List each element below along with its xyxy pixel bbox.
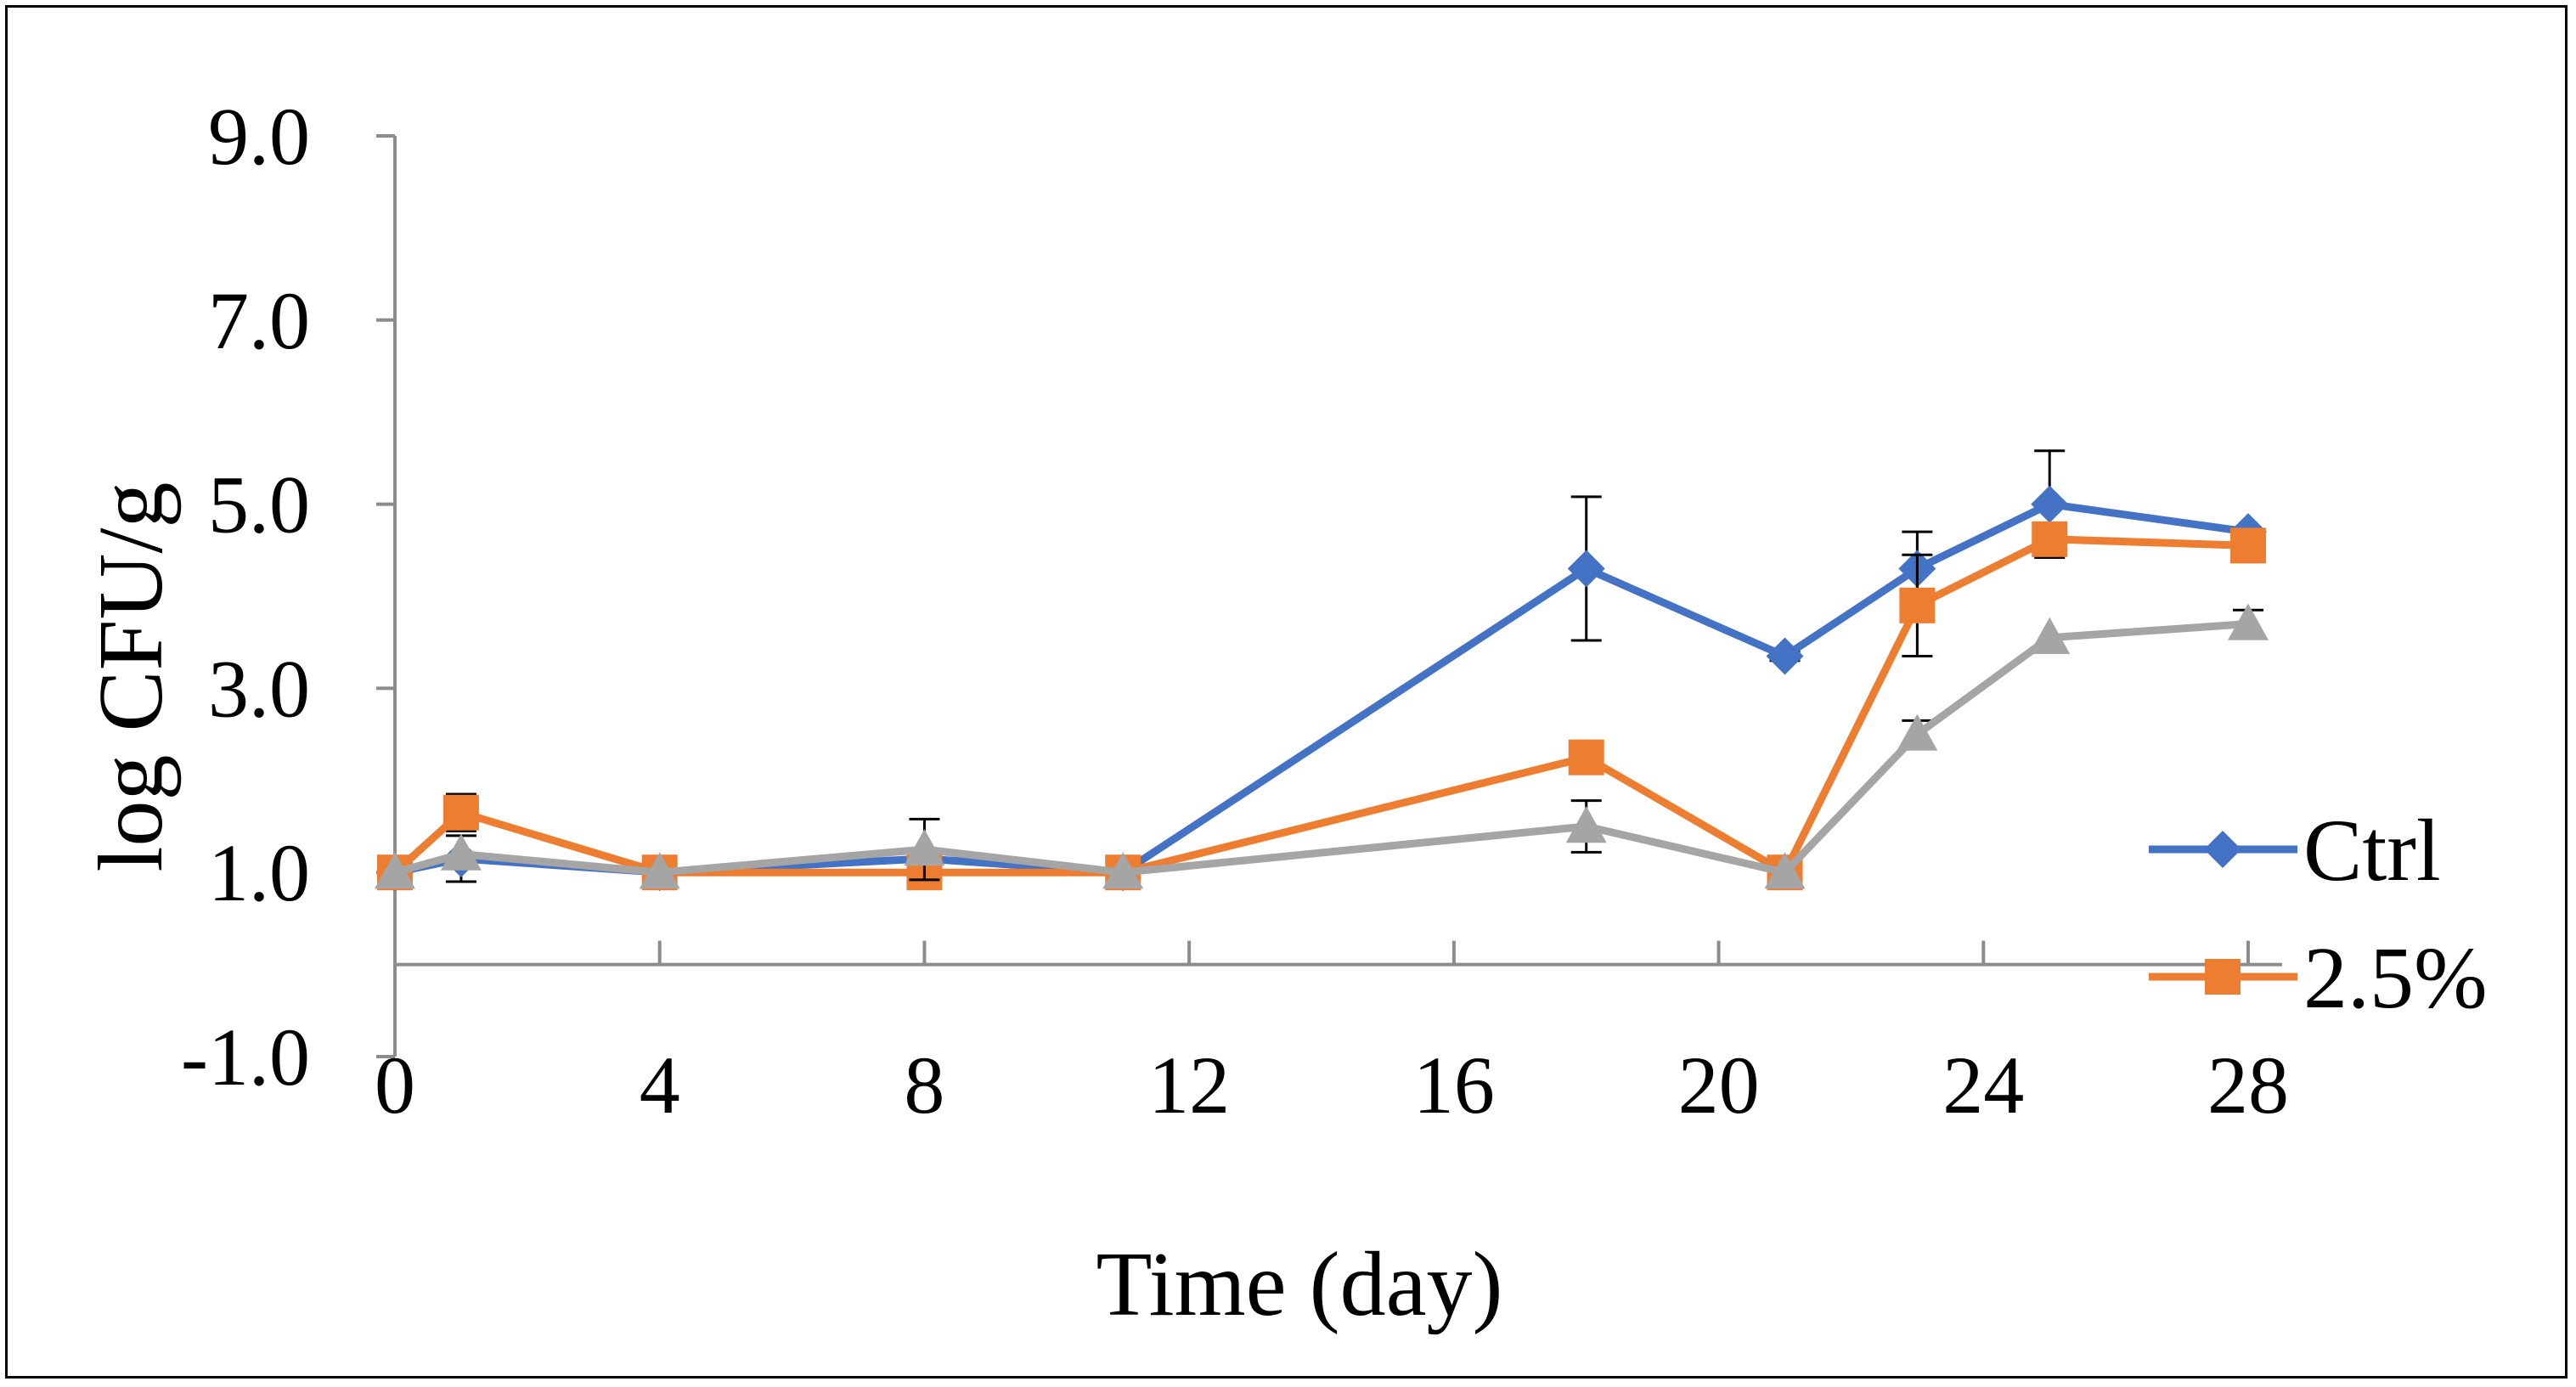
chart-frame (5, 5, 2568, 1379)
x-tick-label: 0 (375, 1040, 415, 1130)
data-point (1766, 637, 1804, 675)
y-ticks (376, 134, 395, 1058)
series-2-5pct (377, 521, 2266, 891)
y-tick-label: -1.0 (181, 1012, 310, 1102)
y-tick-label: 1.0 (208, 827, 310, 918)
x-tick-label: 24 (1942, 1040, 2024, 1130)
series-series-3 (375, 603, 2269, 889)
x-tick-label: 16 (1413, 1040, 1495, 1130)
data-point (1897, 713, 1938, 751)
x-tick-labels: 0 4 8 12 16 20 24 28 (375, 1040, 2289, 1130)
data-point (2031, 485, 2069, 523)
legend-item: Ctrl (2149, 802, 2441, 899)
y-tick-label: 3.0 (208, 643, 310, 734)
data-point (442, 794, 479, 831)
data-point (375, 852, 415, 889)
series-line (394, 500, 2249, 877)
y-tick-labels: -1.0 1.0 3.0 5.0 7.0 9.0 (181, 91, 310, 1102)
x-tick-label: 8 (904, 1040, 944, 1130)
series-line (393, 620, 2249, 877)
data-point (2230, 527, 2266, 564)
series-layer (375, 449, 2269, 892)
x-tick-label: 4 (640, 1040, 680, 1130)
data-point (2228, 603, 2269, 640)
y-tick-label: 7.0 (208, 275, 310, 366)
data-point (1567, 550, 1605, 588)
data-point (639, 852, 680, 889)
y-tick-label: 9.0 (208, 91, 310, 182)
x-ticks (393, 940, 2250, 965)
legend-label: 2.5% (2303, 929, 2488, 1027)
x-tick-label: 20 (1678, 1040, 1760, 1130)
data-point (1568, 739, 1604, 775)
legend: Ctrl 2.5% (2149, 802, 2488, 1027)
legend-marker (2204, 831, 2241, 868)
data-point (904, 829, 945, 866)
x-tick-label: 28 (2207, 1040, 2289, 1130)
legend-item: 2.5% (2149, 929, 2488, 1027)
data-point (1899, 587, 1936, 623)
y-tick-label: 5.0 (208, 460, 310, 550)
x-axis-title: Time (day) (1096, 1234, 1503, 1335)
series-line (392, 535, 2249, 877)
legend-label: Ctrl (2303, 802, 2441, 899)
data-point (1764, 852, 1806, 889)
y-axis-title: log CFU/g (81, 482, 182, 871)
legend-marker (2205, 959, 2241, 995)
data-point (440, 833, 482, 871)
data-point (1102, 852, 1144, 889)
x-tick-label: 12 (1148, 1040, 1230, 1130)
data-point (2032, 521, 2068, 557)
data-point (2029, 617, 2071, 654)
axes (393, 136, 2282, 1057)
data-point (1565, 806, 1607, 843)
